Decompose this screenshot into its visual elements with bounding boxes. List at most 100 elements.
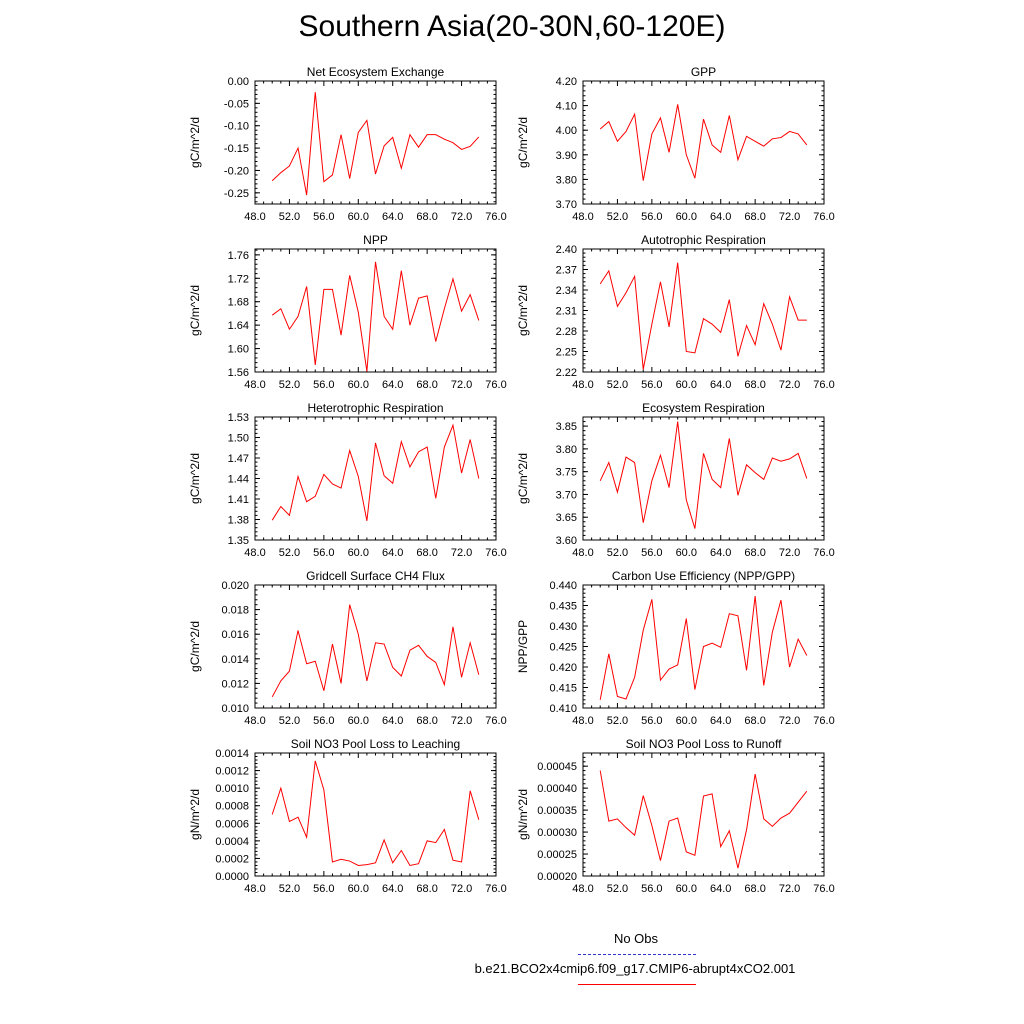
x-tick-label: 76.0 — [813, 883, 834, 895]
plot-frame — [254, 80, 497, 205]
y-tick-label: 0.425 — [549, 642, 577, 654]
plot-frame — [254, 584, 497, 709]
x-tick-label: 76.0 — [813, 715, 834, 727]
y-tick-label: 0.420 — [549, 662, 577, 674]
figure-title: Southern Asia(20-30N,60-120E) — [298, 10, 726, 43]
x-tick-label: 64.0 — [382, 379, 403, 391]
x-tick-label: 56.0 — [641, 379, 662, 391]
y-tick-label: 1.47 — [228, 453, 249, 465]
x-tick-label: 56.0 — [313, 547, 334, 559]
x-tick-label: 56.0 — [641, 715, 662, 727]
y-tick-label: 4.20 — [556, 76, 577, 88]
plot-frame — [582, 80, 825, 205]
y-tick-label: -0.10 — [224, 121, 249, 133]
y-tick-label: 2.40 — [556, 244, 577, 256]
y-tick-label: 0.0008 — [215, 801, 249, 813]
y-tick-label: 1.60 — [228, 344, 249, 356]
panel-title: Carbon Use Efficiency (NPP/GPP) — [612, 569, 795, 583]
x-tick-label: 64.0 — [382, 883, 403, 895]
chart-panel-6: Ecosystem Respiration gC/m^2/d 48.0 52.0 56.… — [516, 401, 835, 559]
plot-frame — [254, 752, 497, 877]
chart-panel-8: Carbon Use Efficiency (NPP/GPP) NPP/GPP 48… — [516, 569, 835, 727]
y-tick-label: 0.0010 — [215, 783, 249, 795]
x-tick-label: 60.0 — [348, 883, 369, 895]
x-tick-label: 68.0 — [744, 547, 765, 559]
y-tick-label: 1.56 — [228, 367, 249, 379]
y-tick-label: 0.00020 — [537, 871, 577, 883]
y-tick-label: 0.435 — [549, 601, 577, 613]
x-tick-label: 76.0 — [485, 211, 506, 223]
y-tick-label: 0.415 — [549, 683, 577, 695]
y-tick-label: 2.22 — [556, 367, 577, 379]
x-tick-label: 60.0 — [348, 379, 369, 391]
panel-title: Net Ecosystem Exchange — [307, 65, 445, 79]
x-tick-label: 52.0 — [607, 547, 628, 559]
panel-title: Ecosystem Respiration — [642, 401, 765, 415]
x-tick-label: 52.0 — [607, 883, 628, 895]
series-line — [599, 596, 808, 700]
x-tick-label: 52.0 — [279, 547, 300, 559]
x-tick-label: 48.0 — [244, 547, 265, 559]
y-tick-label: 1.35 — [228, 535, 249, 547]
x-tick-label: 60.0 — [348, 211, 369, 223]
x-tick-label: 48.0 — [244, 715, 265, 727]
x-tick-label: 56.0 — [313, 883, 334, 895]
x-tick-label: 52.0 — [279, 379, 300, 391]
y-tick-label: 0.0002 — [215, 853, 249, 865]
chart-panel-7: Gridcell Surface CH4 Flux gC/m^2/d 48.0 52.… — [188, 569, 507, 727]
y-axis-label: gC/m^2/d — [516, 453, 530, 504]
y-tick-label: 0.00045 — [537, 761, 577, 773]
y-tick-label: 0.0004 — [215, 836, 249, 848]
plot-frame — [254, 416, 497, 541]
x-tick-label: 72.0 — [779, 211, 800, 223]
chart-panel-1: Net Ecosystem Exchange gC/m^2/d 48.0 52.0 56… — [188, 65, 507, 223]
x-tick-label: 76.0 — [485, 883, 506, 895]
y-tick-label: 0.00030 — [537, 827, 577, 839]
y-tick-label: 0.0006 — [215, 818, 249, 830]
x-tick-label: 48.0 — [244, 211, 265, 223]
series-line — [271, 423, 480, 521]
x-tick-label: 56.0 — [313, 715, 334, 727]
panel-title: Heterotrophic Respiration — [307, 401, 443, 415]
y-tick-label: 0.00040 — [537, 783, 577, 795]
y-tick-label: 1.72 — [228, 273, 249, 285]
x-tick-label: 72.0 — [779, 715, 800, 727]
chart-panel-3: NPP gC/m^2/d 48.0 52.0 56.0 60.0 64.0 68.0 72.0 7… — [188, 233, 507, 391]
x-tick-label: 60.0 — [348, 715, 369, 727]
x-tick-label: 72.0 — [779, 883, 800, 895]
y-tick-label: 2.31 — [556, 306, 577, 318]
y-tick-label: 3.70 — [556, 489, 577, 501]
y-tick-label: 3.90 — [556, 150, 577, 162]
x-tick-label: 56.0 — [641, 547, 662, 559]
series-line — [271, 604, 480, 698]
x-tick-label: 52.0 — [279, 715, 300, 727]
y-tick-label: 3.80 — [556, 174, 577, 186]
x-tick-label: 56.0 — [313, 211, 334, 223]
y-tick-label: 1.50 — [228, 433, 249, 445]
y-tick-label: 3.60 — [556, 535, 577, 547]
x-tick-label: 68.0 — [744, 883, 765, 895]
y-axis-label: gN/m^2/d — [188, 789, 202, 840]
y-axis-label: gC/m^2/d — [188, 117, 202, 168]
x-tick-label: 48.0 — [572, 715, 593, 727]
x-tick-label: 60.0 — [676, 211, 697, 223]
x-tick-label: 68.0 — [744, 379, 765, 391]
x-tick-label: 72.0 — [451, 211, 472, 223]
x-tick-label: 64.0 — [710, 211, 731, 223]
x-tick-label: 64.0 — [710, 715, 731, 727]
series-line — [271, 261, 480, 372]
y-tick-label: 4.10 — [556, 101, 577, 113]
x-tick-label: 56.0 — [313, 379, 334, 391]
y-axis-label: gC/m^2/d — [516, 117, 530, 168]
y-tick-label: 1.64 — [228, 320, 249, 332]
x-tick-label: 60.0 — [676, 547, 697, 559]
y-axis-label: gC/m^2/d — [188, 285, 202, 336]
x-tick-label: 60.0 — [348, 547, 369, 559]
y-tick-label: 0.012 — [221, 678, 249, 690]
x-tick-label: 76.0 — [813, 379, 834, 391]
x-tick-label: 76.0 — [485, 379, 506, 391]
y-axis-label: NPP/GPP — [516, 620, 530, 673]
x-tick-label: 52.0 — [279, 211, 300, 223]
y-tick-label: 1.38 — [228, 515, 249, 527]
